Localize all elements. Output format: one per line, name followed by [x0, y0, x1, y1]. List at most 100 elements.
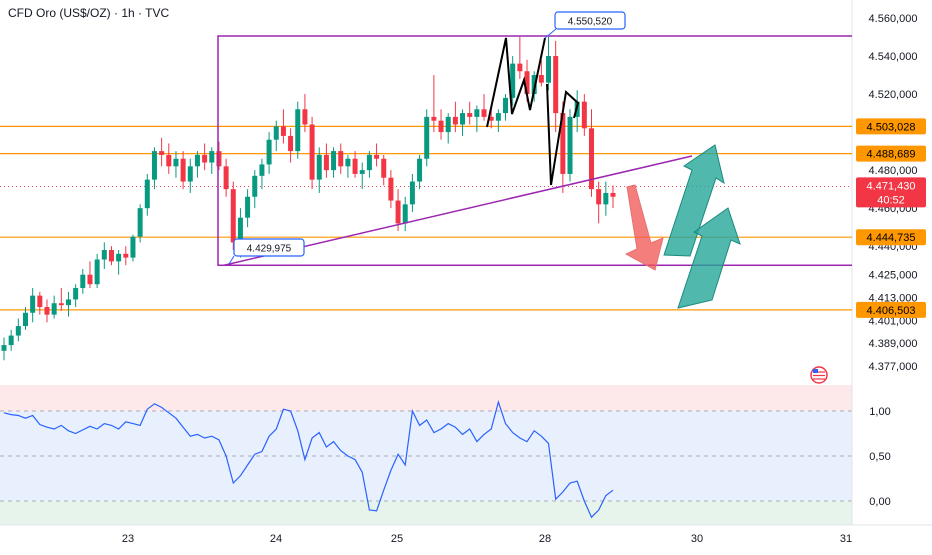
candle-body [531, 75, 537, 95]
time-tick-label: 31 [840, 533, 852, 545]
candle-body [388, 177, 394, 201]
candle-body [37, 295, 43, 308]
candle-body [402, 204, 408, 224]
level-badge-label: 4.488,689 [867, 149, 916, 161]
candle-body [338, 151, 344, 167]
candle-body [366, 154, 372, 171]
candle-body [252, 175, 258, 197]
candle-body [431, 116, 437, 121]
bearish-arrow [624, 184, 664, 271]
candle-body [187, 166, 193, 182]
candle-body [73, 288, 79, 300]
candle-body [1, 345, 7, 351]
price-axis[interactable]: 4.560,0004.540,0004.520,0004.480,0004.46… [856, 13, 926, 508]
candle-body [273, 126, 279, 140]
price-pane[interactable] [0, 0, 852, 385]
candle-body [245, 196, 251, 218]
candle-body [51, 303, 57, 315]
candle-body [44, 307, 50, 315]
candle-body [524, 71, 530, 95]
candles [1, 37, 616, 361]
peak-label-connector [544, 28, 557, 39]
level-badge [856, 145, 926, 162]
candle-body [137, 208, 143, 237]
candle-body [460, 113, 466, 125]
candle-body [65, 299, 71, 306]
rsi-tick-label: 1,00 [869, 406, 890, 418]
time-axis[interactable]: 23 24 25 28 30 31 [122, 533, 852, 545]
candle-body [417, 158, 423, 182]
low-label-connector [228, 255, 235, 265]
level-badge [856, 229, 926, 246]
candle-body [30, 295, 36, 313]
candle-body [374, 154, 380, 159]
candle-body [202, 154, 208, 163]
candle-body [116, 253, 122, 262]
candle-body [481, 109, 487, 117]
bullish-arrow-upper [663, 144, 725, 257]
peak-label[interactable]: 4.550,520 [554, 11, 626, 30]
price-tick-label: 4.540,000 [869, 51, 918, 63]
candle-body [567, 116, 573, 174]
candle-body [288, 135, 294, 152]
candle-body [123, 253, 129, 258]
candle-body [266, 139, 272, 165]
candle-body [108, 250, 114, 262]
candle-body [173, 158, 179, 167]
peak-label-text: 4.550,520 [568, 17, 613, 28]
candle-body [323, 154, 329, 171]
candle-body [445, 116, 451, 133]
candle-body [538, 75, 544, 83]
candle-body [15, 326, 21, 336]
candle-body [151, 151, 157, 180]
candle-body [94, 259, 100, 285]
price-tick-label: 4.413,000 [869, 293, 918, 305]
low-label[interactable]: 4.429,975 [233, 238, 305, 257]
symbol-title[interactable]: CFD Oro (US$/OZ) · 1h · TVC [8, 6, 170, 20]
candle-body [546, 56, 552, 83]
time-tick-label: 24 [270, 533, 282, 545]
candle-body [467, 113, 473, 117]
current-price-badge [856, 177, 926, 208]
candle-body [209, 151, 215, 163]
rsi-oversold-band [0, 501, 852, 525]
candle-body [58, 303, 64, 306]
level-badge [856, 301, 926, 318]
candle-body [589, 128, 595, 190]
price-tick-label: 4.389,000 [869, 338, 918, 350]
candle-body [603, 192, 609, 205]
level-badge-label: 4.503,028 [867, 121, 916, 133]
candle-body [359, 170, 365, 174]
price-tick-label: 4.520,000 [869, 89, 918, 101]
rsi-overbought-band [0, 385, 852, 411]
range-rectangle [217, 35, 852, 267]
candle-body [438, 120, 444, 133]
candle-body [474, 109, 480, 117]
us-flag-icon[interactable] [810, 366, 828, 384]
candle-body [87, 274, 93, 285]
candle-body [452, 116, 458, 125]
candle-body [180, 158, 186, 182]
double-top-pattern [486, 37, 546, 128]
candle-body [495, 113, 501, 121]
low-label-text: 4.429,975 [247, 244, 292, 255]
candle-body [517, 63, 523, 72]
candle-body [22, 312, 28, 327]
head-shoulder-pattern [546, 83, 580, 186]
level-badge-label: 4.444,735 [867, 232, 916, 244]
candle-body [280, 126, 286, 136]
candle-body [610, 192, 616, 197]
candle-body [352, 158, 358, 174]
rsi-tick-label: 0,00 [869, 496, 890, 508]
candle-body [596, 189, 602, 205]
countdown-label: 40:52 [877, 194, 905, 206]
level-badge-label: 4.406,503 [867, 305, 916, 317]
candle-body [216, 151, 222, 167]
candle-body [159, 151, 165, 155]
bullish-arrow-lower [677, 207, 741, 309]
candle-body [553, 56, 559, 114]
rsi-indicator [3, 399, 614, 519]
candle-body [316, 154, 322, 180]
candle-body [302, 109, 308, 125]
